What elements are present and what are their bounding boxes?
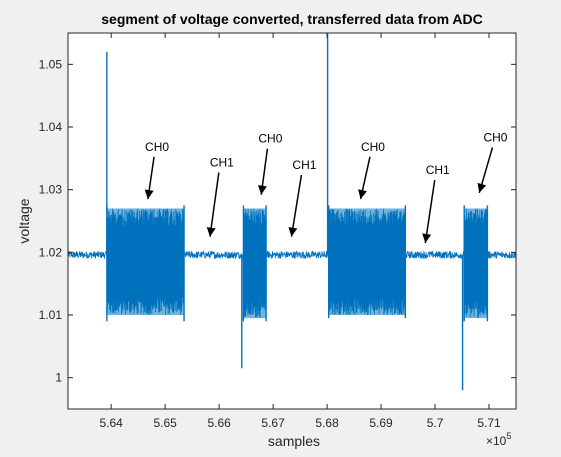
annotations: CH0 CH1 CH0 CH1 CH0 CH1 CH0 bbox=[144, 130, 508, 244]
annotation-arrow-4 bbox=[290, 174, 303, 237]
x-tick-label: 5.71 bbox=[477, 416, 501, 430]
annotation-arrowhead-5 bbox=[358, 189, 367, 200]
x-axis: 5.64 5.65 5.66 5.67 5.68 5.69 5.7 5.71 bbox=[100, 33, 501, 430]
annotation-label-5: CH0 bbox=[361, 140, 385, 154]
annotation-arrowhead-1 bbox=[144, 189, 154, 200]
annotation-arrowhead-2 bbox=[206, 227, 216, 237]
annotation-arrowhead-7 bbox=[477, 182, 487, 193]
annotation-label-7: CH0 bbox=[483, 130, 507, 144]
annotation-label-4: CH1 bbox=[292, 158, 316, 172]
annotation-label-1: CH0 bbox=[145, 140, 169, 154]
burst-band-4 bbox=[464, 208, 488, 319]
annotation-arrow-6 bbox=[424, 179, 436, 244]
x-tick-label: 5.65 bbox=[153, 416, 177, 430]
y-axis: 1 1.01 1.02 1.03 1.04 1.05 bbox=[39, 57, 516, 385]
x-tick-label: 5.68 bbox=[315, 416, 339, 430]
y-tick-label: 1 bbox=[55, 371, 62, 385]
y-tick-label: 1.02 bbox=[39, 245, 63, 259]
y-tick-label: 1.01 bbox=[39, 308, 63, 322]
y-axis-label: voltage bbox=[16, 198, 32, 243]
x-tick-label: 5.67 bbox=[261, 416, 285, 430]
burst-band-2 bbox=[243, 208, 267, 319]
annotation-arrowhead-3 bbox=[257, 185, 267, 195]
annotation-label-3: CH0 bbox=[258, 132, 282, 146]
annotation-label-6: CH1 bbox=[426, 163, 450, 177]
annotation-label-2: CH1 bbox=[210, 155, 234, 169]
burst-band-1 bbox=[106, 208, 185, 315]
y-tick-label: 1.04 bbox=[39, 120, 63, 134]
y-tick-label: 1.05 bbox=[39, 57, 63, 71]
x-exponent-label: ×105 bbox=[486, 431, 511, 448]
x-tick-label: 5.69 bbox=[369, 416, 393, 430]
annotation-arrowhead-4 bbox=[288, 227, 298, 237]
annotation-arrow-2 bbox=[209, 172, 220, 237]
burst-band-3 bbox=[328, 208, 406, 315]
x-axis-label: samples bbox=[268, 433, 320, 449]
x-tick-label: 5.7 bbox=[427, 416, 444, 430]
x-tick-label: 5.64 bbox=[100, 416, 124, 430]
annotation-arrowhead-6 bbox=[422, 233, 432, 243]
x-tick-label: 5.66 bbox=[207, 416, 231, 430]
chart-title: segment of voltage converted, transferre… bbox=[101, 11, 482, 27]
y-tick-label: 1.03 bbox=[39, 183, 63, 197]
plot-frame bbox=[67, 32, 517, 410]
signal-group bbox=[67, 33, 517, 391]
